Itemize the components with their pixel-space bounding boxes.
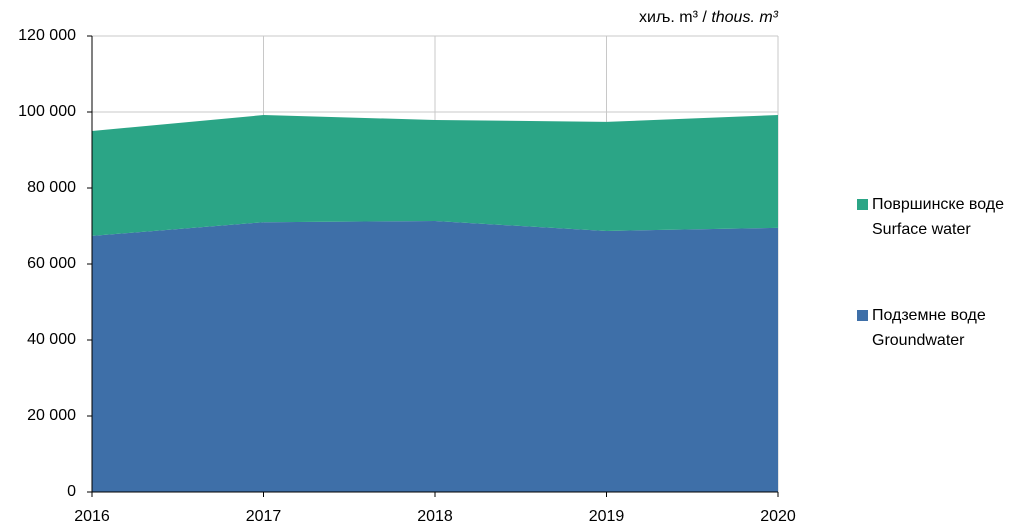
unit-sr: хиљ. m³: [639, 9, 699, 26]
legend-label-en: Groundwater: [872, 332, 965, 349]
y-tick-label: 40 000: [27, 331, 76, 348]
x-tick-label: 2020: [760, 508, 796, 525]
unit-en: thous. m³: [711, 9, 778, 26]
y-tick-label: 60 000: [27, 255, 76, 272]
x-tick-label: 2019: [589, 508, 625, 525]
legend-label-en: Surface water: [872, 221, 971, 238]
area: [92, 221, 778, 492]
x-tick-label: 2016: [74, 508, 110, 525]
y-tick-label: 0: [67, 483, 76, 500]
unit-sep: /: [702, 9, 707, 26]
x-tick-label: 2018: [417, 508, 453, 525]
y-tick-label: 120 000: [18, 27, 76, 44]
y-tick-label: 20 000: [27, 407, 76, 424]
legend-swatch: [857, 310, 868, 321]
y-tick-label: 80 000: [27, 179, 76, 196]
y-tick-label: 100 000: [18, 103, 76, 120]
area: [92, 115, 778, 236]
legend-swatch: [857, 199, 868, 210]
x-tick-label: 2017: [246, 508, 282, 525]
legend-label: Подземне воде: [872, 307, 986, 324]
unit-label: хиљ. m³ / thous. m³: [639, 9, 779, 26]
legend-label: Површинске воде: [872, 196, 1004, 213]
